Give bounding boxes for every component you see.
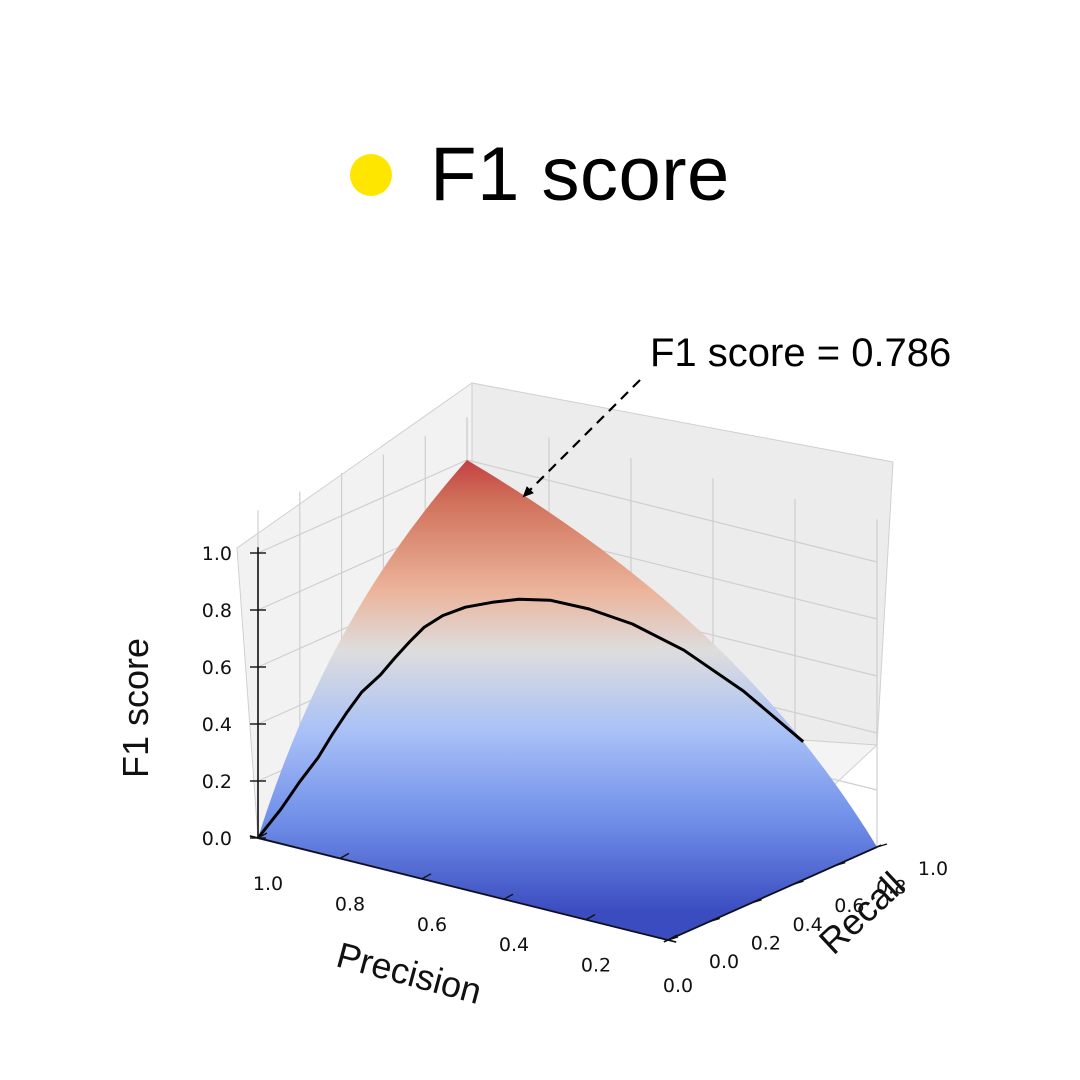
z-axis-label: F1 score: [115, 638, 156, 778]
x-tick-mark: [503, 893, 514, 900]
y-tick-mark: [751, 899, 762, 904]
z-tick-label: 0.2: [202, 771, 232, 793]
y-tick-mark: [709, 917, 721, 923]
z-axis-ticks: 0.0 0.2 0.4 0.6 0.8 1.0: [202, 543, 266, 850]
x-tick-mark: [585, 913, 596, 921]
x-axis-ticks: 1.0 0.8 0.6 0.4 0.2 0.0: [253, 832, 693, 997]
x-tick-label: 0.8: [335, 893, 365, 915]
y-tick-label: 0.2: [751, 932, 781, 954]
y-tick-mark: [876, 843, 888, 848]
y-tick-label: 1.0: [918, 858, 948, 880]
grid-line: [257, 459, 468, 554]
x-tick-label: 0.0: [663, 975, 693, 997]
annotation-arrow: [522, 379, 641, 498]
y-tick-label: 0.4: [792, 914, 822, 936]
y-tick-mark: [834, 861, 846, 867]
axis-lines: [249, 547, 882, 943]
y-tick-mark: [667, 936, 679, 941]
y-tick-label: 0.0: [709, 951, 739, 973]
y-tick-label: 0.6: [834, 895, 864, 917]
x-tick-mark: [257, 832, 268, 839]
annotation-label: F1 score = 0.786: [650, 331, 951, 375]
chart-title-row: F1 score: [0, 130, 1080, 220]
x-axis-line: [249, 835, 677, 943]
x-tick-label: 1.0: [253, 873, 283, 895]
y-tick-label: 0.8: [876, 877, 906, 899]
y-axis-ticks: 0.0 0.2 0.4 0.6 0.8 1.0: [667, 843, 948, 973]
pr-curve-line: [256, 597, 805, 839]
x-axis-label: Precision: [332, 934, 486, 1012]
z-tick-label: 0.4: [202, 714, 232, 736]
x-tick-mark: [421, 873, 432, 880]
x-tick-label: 0.6: [417, 914, 447, 936]
z-tick-label: 0.8: [202, 600, 232, 622]
grid-line: [466, 459, 878, 563]
z-tick-label: 1.0: [202, 543, 232, 565]
z-tick-label: 0.0: [202, 828, 232, 850]
title-dot-icon: [350, 154, 393, 196]
f1-surface: [258, 460, 877, 940]
x-tick-label: 0.2: [581, 955, 611, 977]
x-tick-mark: [339, 852, 350, 860]
chart-title: F1 score: [430, 132, 730, 217]
y-tick-mark: [793, 880, 804, 885]
x-tick-label: 0.4: [499, 934, 529, 956]
y-axis-line: [663, 844, 882, 943]
z-tick-label: 0.6: [202, 657, 232, 679]
y-axis-label: Recall: [811, 864, 912, 962]
